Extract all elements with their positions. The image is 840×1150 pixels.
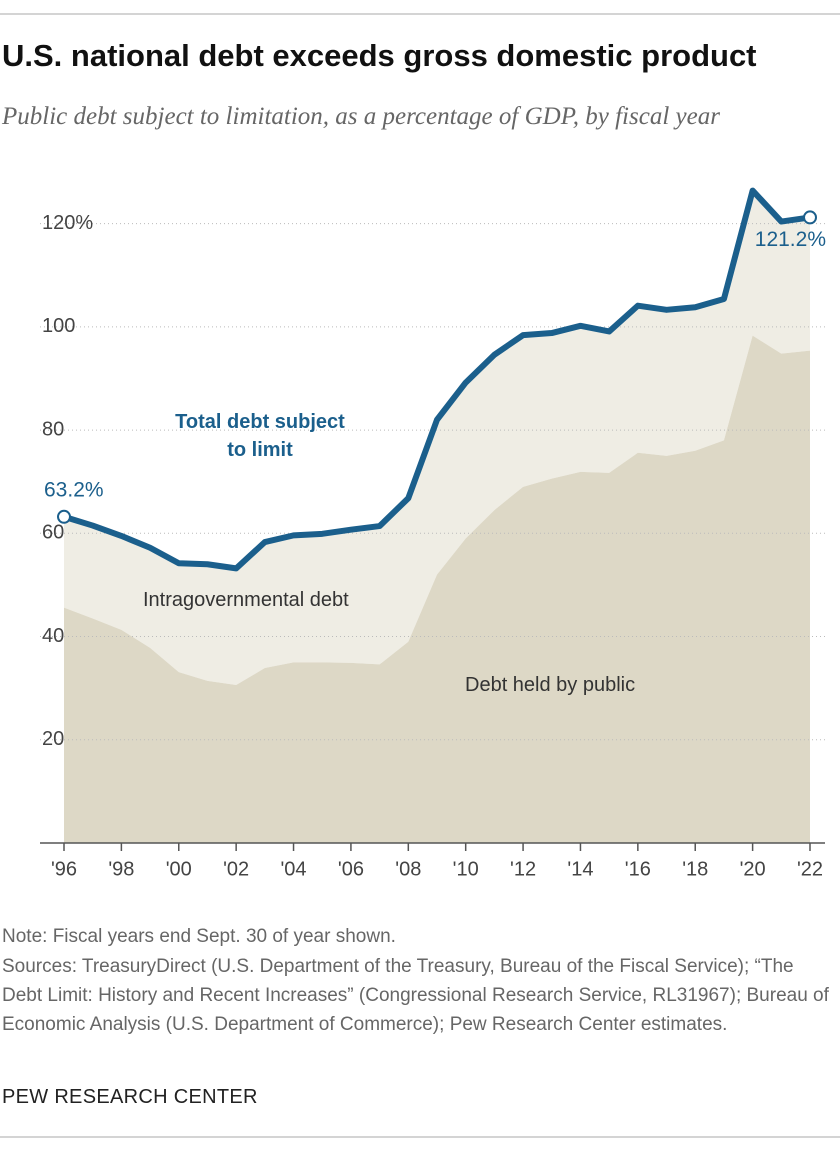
series-label: Debt held by public [465, 674, 636, 696]
note: Note: Fiscal years end Sept. 30 of year … [2, 926, 396, 947]
x-tick-label: '02 [223, 858, 249, 880]
y-tick-label: 80 [42, 418, 64, 440]
y-tick-label: 40 [42, 625, 64, 647]
value-label: 121.2% [755, 228, 826, 251]
series-label: Total debt subject to limit [175, 411, 345, 461]
x-tick-label: '16 [625, 858, 651, 880]
x-tick-label: '10 [453, 858, 479, 880]
x-tick-label: '06 [338, 858, 364, 880]
x-tick-label: '20 [740, 858, 766, 880]
chart-subtitle: Public debt subject to limitation, as a … [2, 103, 720, 130]
y-tick-label: 60 [42, 522, 64, 544]
end-marker [803, 210, 817, 225]
band [64, 190, 810, 686]
x-tick-label: '14 [567, 858, 593, 880]
footer: PEW RESEARCH CENTER [2, 1086, 258, 1108]
x-tick-label: '12 [510, 858, 536, 880]
chart-title: U.S. national debt exceeds gross domesti… [2, 38, 757, 73]
y-tick-label: 100 [42, 315, 75, 337]
end-marker [57, 509, 71, 524]
area [64, 335, 810, 843]
line [63, 187, 811, 572]
y-tick-label: 120% [42, 212, 93, 234]
y-tick-label: 20 [42, 728, 64, 750]
x-tick-label: '18 [682, 858, 708, 880]
x-tick-label: '00 [166, 858, 192, 880]
x-tick-label: '04 [280, 858, 306, 880]
band-label: Intragovernmental debt [143, 589, 349, 611]
x-tick-label: '22 [797, 858, 823, 880]
sources: Sources: TreasuryDirect (U.S. Department… [2, 956, 829, 1035]
plot: 20 40 60 80 100 120% '96 '98 '00 '02 '04 '06 '08 '10 '… [40, 187, 826, 880]
x-tick-label: '08 [395, 858, 421, 880]
value-label: 63.2% [44, 478, 104, 501]
x-tick-label: '98 [108, 858, 134, 880]
x-tick-label: '96 [51, 858, 77, 880]
